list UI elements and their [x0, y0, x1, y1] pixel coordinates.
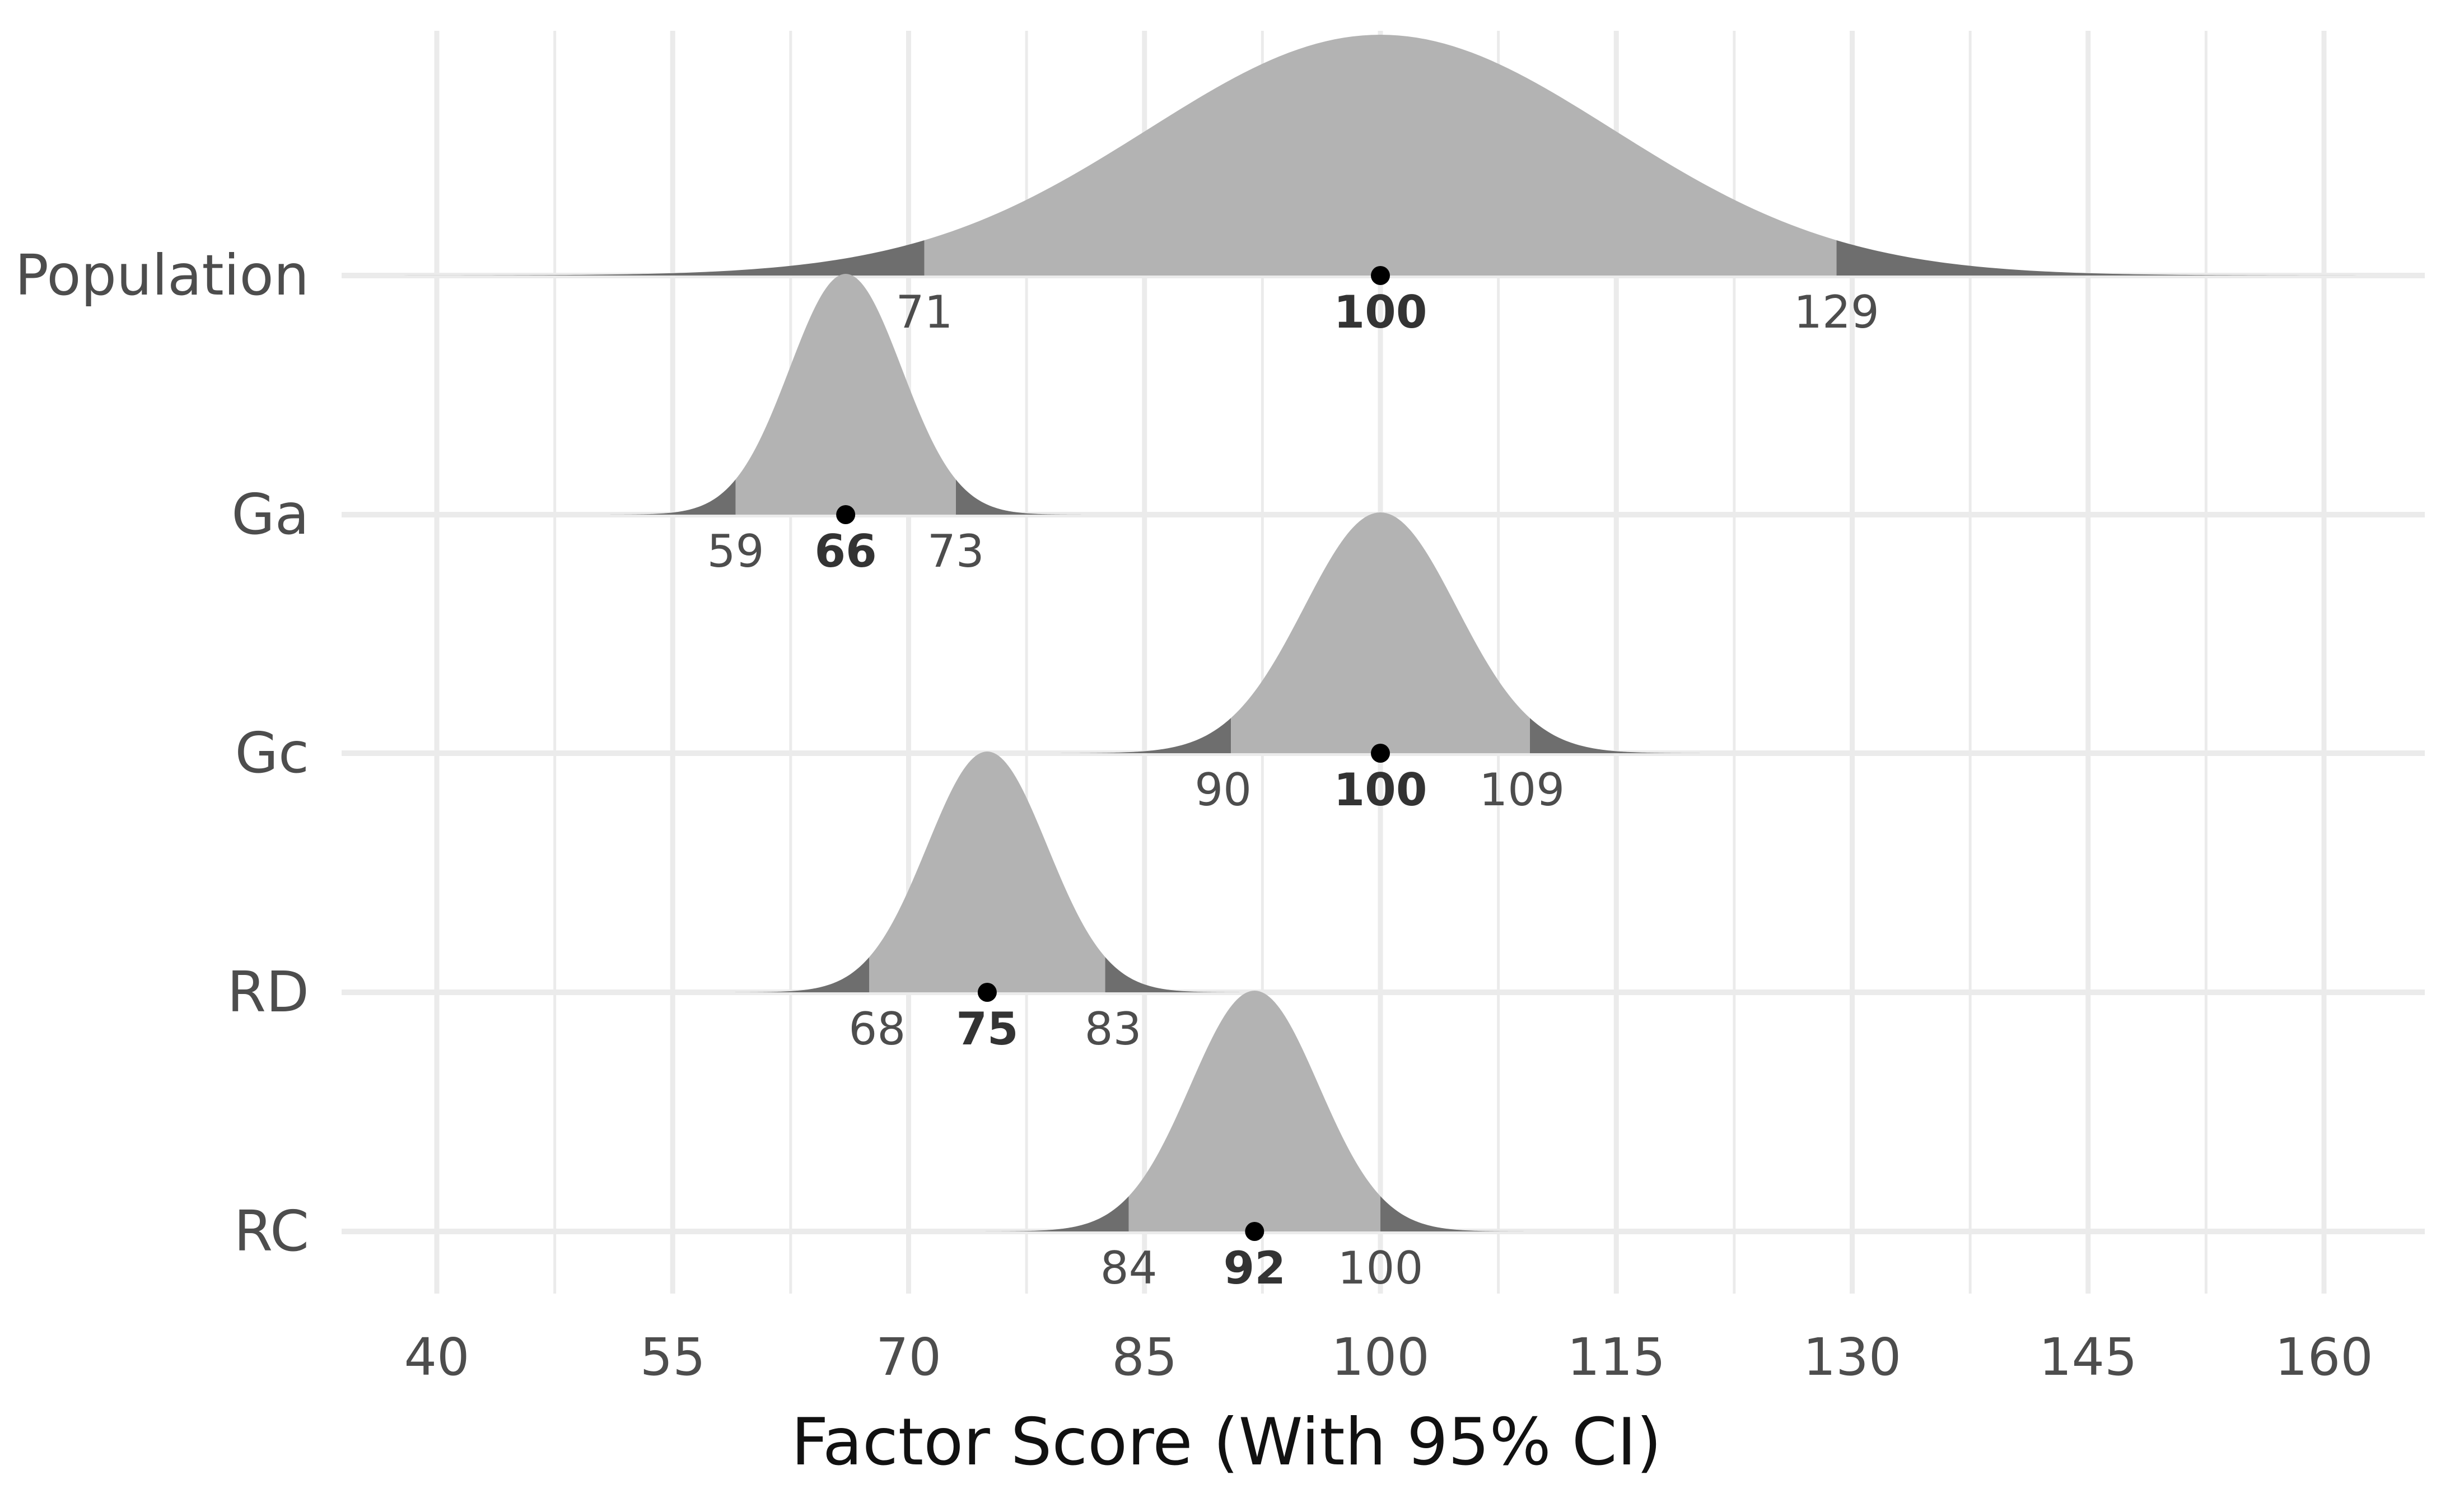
x-tick-label: 55 [640, 1327, 706, 1387]
ci-low-label: 71 [896, 286, 953, 338]
score-label: 92 [1224, 1242, 1286, 1294]
upper-tail [1836, 240, 2358, 276]
row-label: Ga [231, 482, 309, 547]
row-label: Gc [235, 720, 309, 786]
score-label: 100 [1334, 764, 1427, 816]
score-point [1245, 1222, 1264, 1241]
density-rd [734, 752, 1240, 1002]
x-tick-label: 130 [1803, 1327, 1902, 1387]
score-label: 75 [956, 1003, 1018, 1055]
x-tick-label: 70 [876, 1327, 941, 1387]
ci-body [869, 752, 1105, 992]
lower-tail [609, 479, 736, 515]
density-layer [403, 35, 2358, 1241]
x-tick-label: 145 [2039, 1327, 2138, 1387]
ci-low-label: 84 [1100, 1242, 1158, 1294]
density-population [403, 35, 2358, 285]
x-axis-title: Factor Score (With 95% CI) [791, 1404, 1662, 1480]
row-label: RC [234, 1198, 309, 1264]
ci-high-label: 109 [1479, 764, 1565, 816]
x-tick-label: 100 [1331, 1327, 1430, 1387]
score-point [1371, 266, 1390, 285]
score-point [1371, 744, 1390, 763]
lower-tail [984, 1196, 1129, 1231]
ci-body [1231, 512, 1530, 753]
x-tick-label: 85 [1112, 1327, 1177, 1387]
row-label: RD [227, 959, 309, 1025]
upper-tail [955, 479, 1082, 515]
ci-high-label: 129 [1794, 286, 1879, 338]
lower-tail [403, 240, 925, 276]
label-layer: Population 71 100 129 Ga 59 66 73 Gc 90 100 109 RD 68… [15, 242, 1879, 1294]
row-label: Population [15, 242, 309, 308]
upper-tail [1105, 957, 1240, 992]
x-tick-label: 40 [404, 1327, 469, 1387]
ci-body [735, 274, 956, 515]
density-gc [1060, 512, 1701, 763]
ci-low-label: 59 [707, 525, 764, 577]
upper-tail [1529, 718, 1701, 753]
lower-tail [734, 957, 870, 992]
ci-low-label: 68 [848, 1003, 906, 1055]
x-tick-label: 115 [1567, 1327, 1665, 1387]
ci-high-label: 100 [1338, 1242, 1424, 1294]
score-label: 100 [1334, 286, 1427, 338]
score-point [836, 505, 856, 524]
upper-tail [1380, 1196, 1524, 1231]
score-label: 66 [815, 525, 877, 577]
ci-high-label: 83 [1085, 1003, 1142, 1055]
ci-body [924, 35, 1837, 276]
lower-tail [1060, 718, 1231, 753]
x-axis-ticks: 40 55 70 85 100 115 130 145 160 [404, 1327, 2373, 1387]
density-ga [609, 274, 1082, 524]
ci-low-label: 90 [1194, 764, 1252, 816]
ci-body [1128, 991, 1380, 1231]
ci-high-label: 73 [927, 525, 984, 577]
x-tick-label: 160 [2275, 1327, 2373, 1387]
density-rc [984, 991, 1524, 1241]
score-point [977, 983, 997, 1002]
